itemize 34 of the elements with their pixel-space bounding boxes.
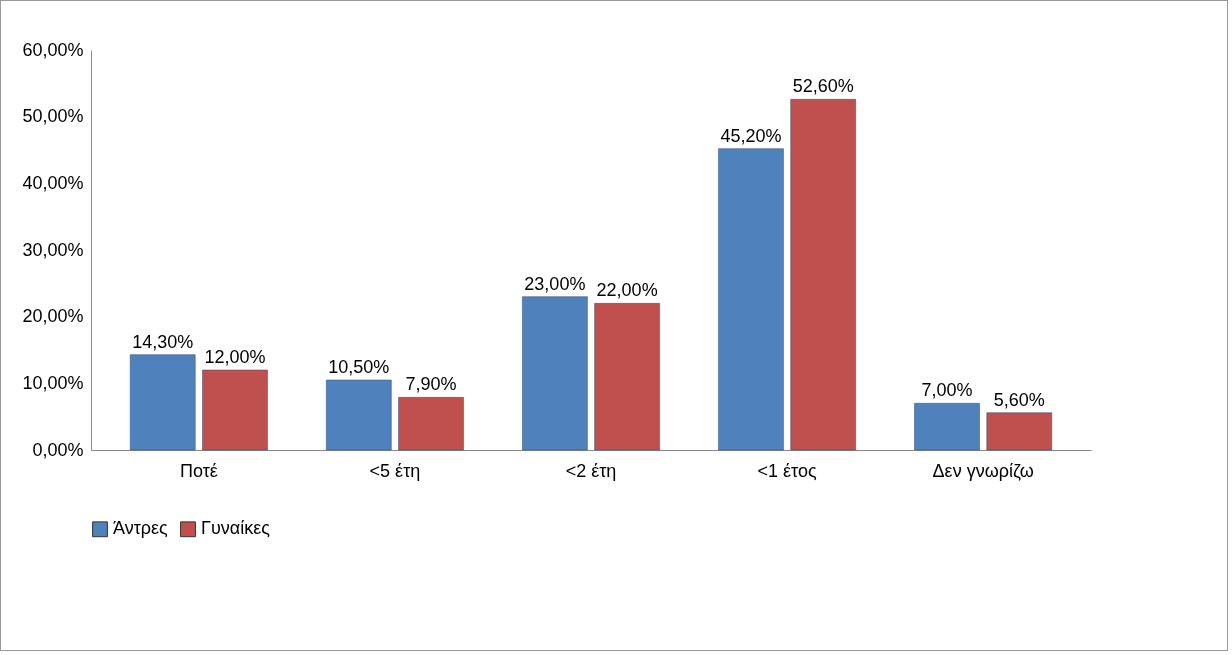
bar	[914, 403, 980, 451]
y-tick-label: 0,00%	[32, 439, 84, 460]
x-tick-label: Δεν γνωρίζω	[932, 460, 1034, 481]
bar	[522, 296, 588, 451]
data-label: 14,30%	[132, 331, 194, 352]
x-tick-label: <2 έτη	[565, 460, 617, 481]
x-tick-label: <1 έτος	[757, 460, 817, 481]
data-label: 22,00%	[596, 280, 658, 301]
data-label: 52,60%	[792, 76, 854, 97]
data-label: 5,60%	[993, 389, 1045, 410]
data-label: 7,00%	[921, 380, 973, 401]
bar	[398, 397, 464, 451]
data-label: 7,90%	[405, 374, 457, 395]
data-label: 10,50%	[328, 357, 390, 377]
y-tick-label: 60,00%	[22, 39, 84, 60]
bar	[326, 379, 392, 451]
x-tick-label: <5 έτη	[369, 460, 421, 481]
y-tick-label: 30,00%	[22, 239, 84, 260]
bar	[594, 303, 660, 451]
legend-label: Γυναίκες	[201, 518, 271, 539]
data-label: 45,20%	[720, 125, 782, 146]
bar	[202, 369, 268, 451]
data-label: 12,00%	[204, 347, 266, 367]
y-tick-label: 10,00%	[22, 372, 84, 393]
bar	[986, 412, 1053, 451]
y-tick-label: 20,00%	[22, 306, 84, 327]
y-tick-label: 40,00%	[22, 172, 84, 193]
y-tick-label: 50,00%	[22, 106, 84, 127]
bar	[718, 148, 784, 451]
data-label: 23,00%	[524, 273, 586, 294]
x-tick-label: Ποτέ	[179, 460, 218, 481]
legend-label: Άντρες	[113, 518, 169, 539]
bar	[790, 99, 856, 451]
bar	[129, 354, 196, 451]
